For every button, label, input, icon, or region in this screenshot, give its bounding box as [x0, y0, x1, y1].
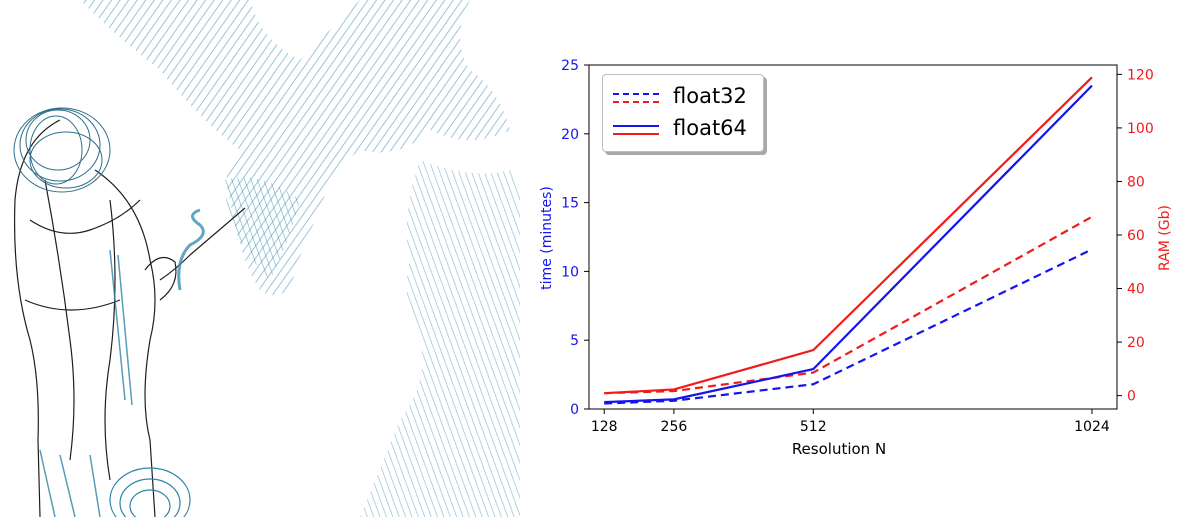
right-axis-ticks: 0 20 40 60 80 100 120 — [1117, 67, 1154, 405]
legend-swatch-solid — [613, 123, 659, 137]
x-axis-ticks: 128 256 512 1024 — [591, 409, 1110, 435]
left-tick-label: 0 — [570, 402, 579, 418]
series-line-float64-ram — [604, 76, 1093, 395]
y-axis-left-label: time (minutes) — [539, 186, 555, 290]
left-tick-label: 25 — [561, 58, 579, 74]
right-tick-label: 0 — [1127, 389, 1136, 405]
quill-smoke — [177, 208, 205, 291]
illustration-figure-vector-field — [13, 0, 520, 517]
legend-label-float64: float64 — [673, 116, 747, 140]
left-tick-label: 5 — [570, 333, 579, 349]
right-tick-label: 60 — [1127, 228, 1145, 244]
left-tick-label: 10 — [561, 264, 579, 280]
left-axis-ticks: 0 5 10 15 20 25 — [561, 58, 589, 418]
legend-entry-float64: float64 — [603, 115, 763, 145]
x-tick-label: 256 — [661, 419, 688, 435]
right-tick-label: 80 — [1127, 174, 1145, 190]
figure-outline — [13, 119, 246, 517]
resolution-chart: 0 5 10 15 20 25 0 20 40 60 80 100 120 128 256 512 1024… — [539, 58, 1173, 458]
right-tick-label: 120 — [1127, 67, 1154, 83]
legend-entry-float32: float32 — [603, 83, 763, 113]
bottom-swirl — [109, 467, 191, 517]
x-tick-label: 1024 — [1074, 419, 1110, 435]
x-axis-label: Resolution N — [792, 440, 886, 458]
chart-legend: float32 float64 — [602, 74, 764, 152]
plot-frame — [588, 64, 1118, 410]
legend-swatch-dashed — [613, 91, 659, 105]
series-line-float64-time — [604, 84, 1093, 404]
right-tick-label: 20 — [1127, 335, 1145, 351]
plot-border — [588, 64, 1118, 410]
x-tick-label: 128 — [591, 419, 618, 435]
right-tick-label: 40 — [1127, 282, 1145, 298]
vector-field-top — [80, 0, 510, 295]
figure-streaks — [39, 249, 133, 517]
legend-label-float32: float32 — [673, 84, 747, 108]
vector-field-right — [360, 160, 520, 517]
left-tick-label: 20 — [561, 127, 579, 143]
right-tick-label: 100 — [1127, 121, 1154, 137]
vector-field-mid — [225, 177, 300, 280]
hair-swirl — [13, 107, 111, 193]
x-tick-label: 512 — [800, 419, 827, 435]
left-tick-label: 15 — [561, 196, 579, 212]
y-axis-right-label: RAM (Gb) — [1157, 205, 1173, 271]
series-line-float32-ram — [604, 215, 1093, 395]
series-line-float32-time — [604, 248, 1093, 405]
series-layer — [604, 76, 1093, 405]
